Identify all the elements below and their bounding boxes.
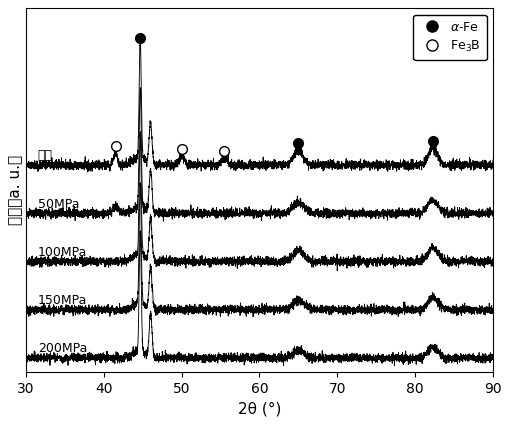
- Text: 50MPa: 50MPa: [38, 198, 79, 211]
- Legend: $\alpha$-Fe, Fe$_3$B: $\alpha$-Fe, Fe$_3$B: [413, 14, 486, 60]
- Text: 100MPa: 100MPa: [38, 246, 87, 259]
- Text: 150MPa: 150MPa: [38, 294, 87, 307]
- Text: 常压: 常压: [38, 150, 52, 162]
- Y-axis label: 强度（a. u.）: 强度（a. u.）: [8, 155, 23, 225]
- Text: 200MPa: 200MPa: [38, 342, 87, 355]
- X-axis label: 2θ (°): 2θ (°): [237, 402, 280, 416]
